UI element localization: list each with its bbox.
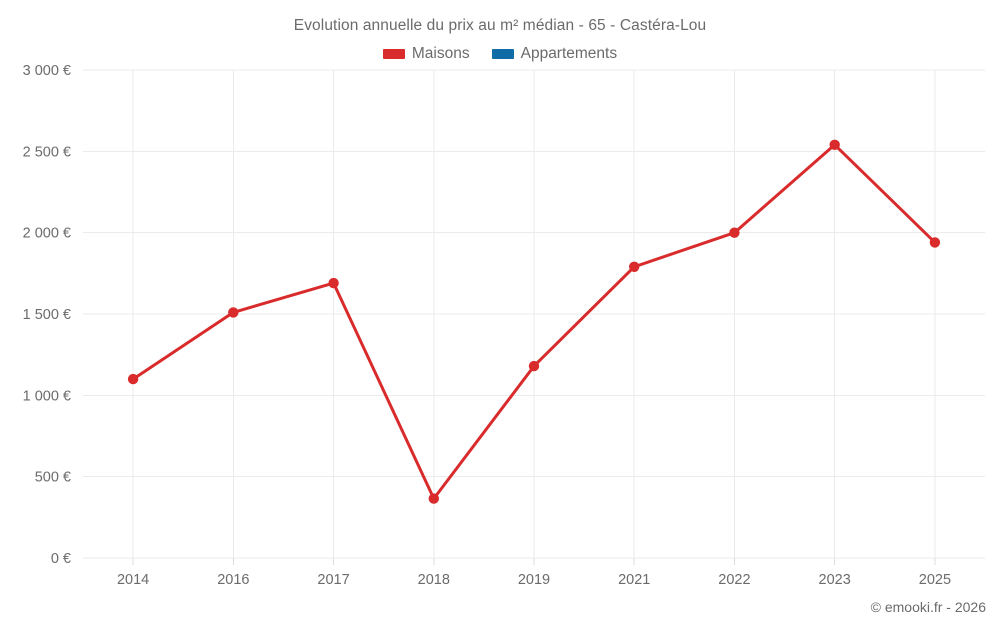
data-point-maisons[interactable] xyxy=(528,360,540,372)
data-point-maisons[interactable] xyxy=(428,493,439,504)
credit-text: © emooki.fr - 2026 xyxy=(870,599,986,615)
x-tick-label: 2021 xyxy=(618,572,650,588)
y-tick-label: 1 500 € xyxy=(23,307,71,323)
y-axis-tick-labels: 0 € 500 € 1 000 € 1 500 € 2 000 € 2 500 € 3 00… xyxy=(23,63,71,567)
data-point-maisons[interactable] xyxy=(328,277,339,289)
x-tick-label: 2017 xyxy=(317,572,349,588)
y-tick-label: 2 500 € xyxy=(23,144,71,160)
x-tick-label: 2019 xyxy=(518,572,550,588)
data-point-maisons[interactable] xyxy=(829,139,840,150)
legend-label-appartements: Appartements xyxy=(520,45,618,62)
data-point-maisons[interactable] xyxy=(127,373,139,385)
x-gridlines xyxy=(132,70,936,558)
legend-label-maisons: Maisons xyxy=(411,45,470,62)
y-tick-label: 1 000 € xyxy=(23,388,71,404)
chart-legend: Maisons Appartements xyxy=(0,45,1000,63)
x-tick-label: 2022 xyxy=(718,572,750,588)
x-axis-tick-labels: 2014 2016 2017 2018 2019 2021 2022 2023 2025 xyxy=(117,572,951,588)
x-tick-label: 2014 xyxy=(117,572,149,588)
legend-swatch-icon-appartements xyxy=(491,49,514,59)
y-tick-label: 500 € xyxy=(35,470,71,486)
y-tick-label: 0 € xyxy=(51,551,71,567)
data-point-maisons[interactable] xyxy=(228,307,239,318)
chart-title: Evolution annuelle du prix au m² médian … xyxy=(293,17,707,34)
x-tick-label: 2018 xyxy=(418,572,450,588)
y-tick-label: 3 000 € xyxy=(23,63,71,79)
legend-swatch-icon-maisons xyxy=(382,49,405,59)
data-point-maisons[interactable] xyxy=(929,237,941,248)
x-axis-ticks xyxy=(132,558,936,565)
data-point-maisons[interactable] xyxy=(629,261,640,272)
legend-item-maisons[interactable]: Maisons xyxy=(382,45,470,63)
x-tick-label: 2025 xyxy=(919,572,951,588)
legend-item-appartements[interactable]: Appartements xyxy=(491,45,618,63)
y-tick-label: 2 000 € xyxy=(23,226,71,242)
x-tick-label: 2016 xyxy=(217,572,249,588)
data-point-maisons[interactable] xyxy=(729,227,740,238)
x-tick-label: 2023 xyxy=(819,572,851,588)
series-markers xyxy=(127,139,941,504)
